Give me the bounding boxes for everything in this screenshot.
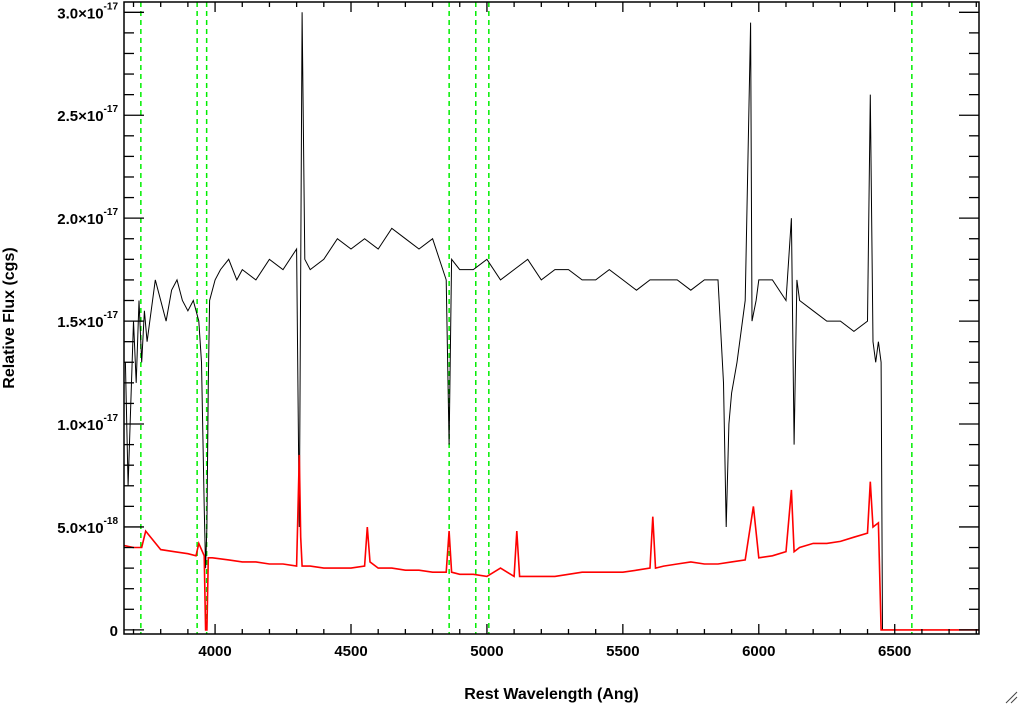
tick-labels: 4000 4500 5000 5500 6000 6500 0 5.0×10-18 1.0×10… xyxy=(57,1,911,660)
x-tick-label-4000: 4000 xyxy=(198,643,231,660)
axis-ticks xyxy=(124,2,979,634)
x-tick-label-6500: 6500 xyxy=(878,643,911,660)
y-tick-label-4: 2.0×10-17 xyxy=(57,207,118,228)
y-tick-label-6: 3.0×10-17 xyxy=(57,1,118,22)
y-tick-label-0: 0 xyxy=(110,623,118,640)
y-tick-label-5: 2.5×10-17 xyxy=(57,104,118,125)
y-tick-label-1: 5.0×10-18 xyxy=(57,516,118,537)
y-axis-title: Relative Flux (cgs) xyxy=(1,247,18,388)
x-axis-title: Rest Wavelength (Ang) xyxy=(464,686,639,703)
error-series-line xyxy=(123,454,979,631)
flux-series-line xyxy=(124,12,883,630)
series-layer xyxy=(123,12,979,631)
y-tick-label-3: 1.5×10-17 xyxy=(57,310,118,331)
y-tick-label-2: 1.0×10-17 xyxy=(57,413,118,434)
x-tick-label-5500: 5500 xyxy=(606,643,639,660)
x-tick-label-4500: 4500 xyxy=(334,643,367,660)
x-tick-label-5000: 5000 xyxy=(470,643,503,660)
plot-frame xyxy=(123,1,980,635)
x-tick-label-6000: 6000 xyxy=(742,643,775,660)
resize-grip-icon[interactable] xyxy=(1004,690,1018,704)
